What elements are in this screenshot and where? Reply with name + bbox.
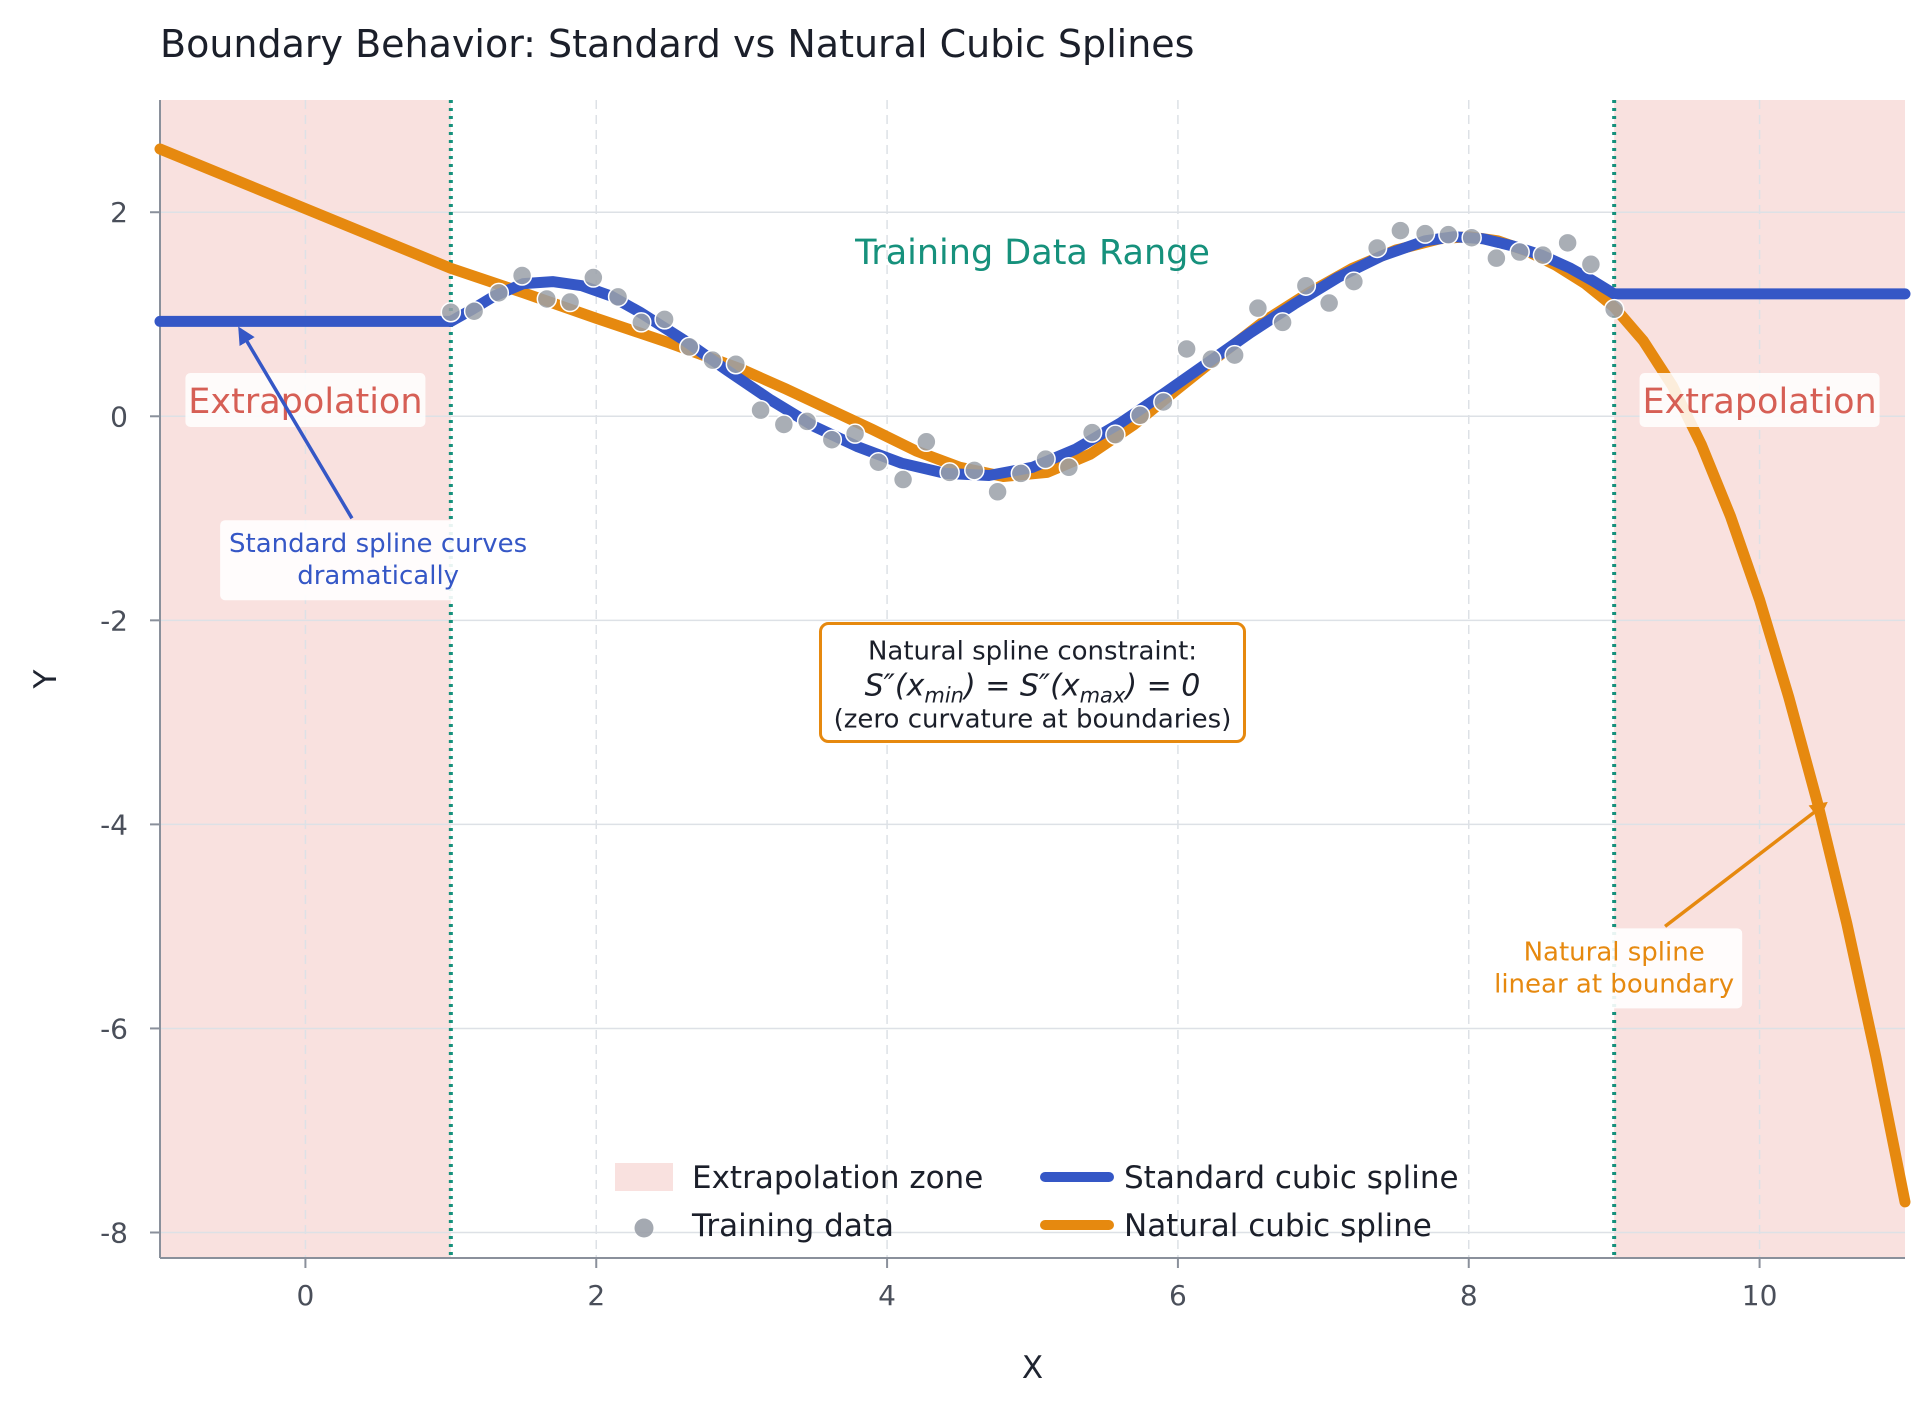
- training-data-point: [1390, 220, 1411, 241]
- training-data-point: [1153, 391, 1174, 413]
- y-axis-label: Y: [28, 669, 64, 689]
- training-data-point: [1343, 271, 1365, 292]
- training-data-point: [702, 349, 723, 371]
- constraint-formula-part: max: [1080, 684, 1126, 708]
- training-data-point: [987, 481, 1008, 503]
- training-data-point: [1486, 247, 1507, 269]
- series: [154, 143, 1911, 1208]
- standard-spline-line: [154, 231, 1911, 481]
- x-tick-label: 2: [587, 1279, 605, 1312]
- training-data-point: [1129, 405, 1151, 426]
- training-data-point: [725, 353, 747, 375]
- natural-note-line: linear at boundary: [1494, 969, 1734, 999]
- training-data-point: [1603, 298, 1625, 320]
- legend: Extrapolation zone Training data Standard …: [615, 1160, 1459, 1244]
- training-data-point: [1010, 463, 1032, 484]
- extrapolation-label-left: Extrapolation: [188, 382, 422, 422]
- training-data-point: [1247, 297, 1269, 319]
- y-tick-label: -4: [100, 808, 128, 841]
- y-tick-label: -6: [100, 1012, 128, 1045]
- constraint-formula-part: ) = S″(x: [962, 669, 1080, 704]
- training-data-point: [892, 469, 914, 490]
- training-data-point: [1224, 344, 1245, 366]
- training-data-point: [1176, 338, 1197, 360]
- natural-note-arrow: [1663, 801, 1828, 928]
- training-data-point: [463, 300, 485, 322]
- training-data-point: [1081, 422, 1103, 443]
- training-data-point: [536, 288, 558, 310]
- training-data-point: [1366, 237, 1388, 259]
- training-data-point: [1201, 348, 1222, 370]
- training-data-point: [1557, 232, 1578, 254]
- training-data-point: [1414, 223, 1436, 244]
- constraint-formula-part: S″(x: [865, 669, 925, 704]
- legend-natural-cubic-spline-label: Natural cubic spline: [1124, 1208, 1432, 1244]
- standard-note-line: Standard spline curves: [229, 529, 527, 559]
- training-data-point: [750, 399, 771, 421]
- standard-note-arrow: [238, 326, 354, 520]
- training-data-point: [607, 286, 629, 308]
- x-axis-label: X: [1022, 1350, 1043, 1386]
- training-data-point: [1532, 244, 1554, 266]
- standard-note-line: dramatically: [297, 561, 459, 591]
- training-data-point: [916, 431, 937, 453]
- training-data-point: [821, 429, 843, 450]
- y-tick-label: -2: [100, 604, 128, 637]
- training-data-point: [1580, 254, 1602, 275]
- chart-title: Boundary Behavior: Standard vs Natural C…: [160, 22, 1195, 66]
- legend-standard-cubic-spline-label: Standard cubic spline: [1124, 1160, 1459, 1196]
- y-tick-label: -8: [100, 1216, 128, 1249]
- training-data-point: [440, 301, 462, 323]
- extrapolation-label-bg: [1639, 372, 1880, 427]
- x-tick-label: 4: [878, 1279, 896, 1312]
- x-tick-label: 0: [297, 1279, 315, 1312]
- legend-extrapolation-zone-swatch: [615, 1163, 673, 1191]
- training-data-point: [868, 451, 889, 473]
- extrapolation-label-bg: [185, 372, 426, 427]
- training-data-point: [1295, 275, 1317, 296]
- training-data-point: [511, 265, 533, 286]
- legend-training-data-swatch: [634, 1218, 654, 1238]
- training-data-point: [631, 312, 652, 333]
- training-data-point: [1058, 457, 1080, 478]
- training-data-point: [1318, 292, 1340, 314]
- x-tick-label: 10: [1742, 1279, 1778, 1312]
- standard-note-bg: [220, 520, 537, 601]
- axes: 0 2 4 6 8 10 -8 -6 -4 -2 0 2 X Y: [28, 100, 1905, 1386]
- training-data-point: [654, 309, 675, 330]
- training-data-point: [1272, 312, 1293, 333]
- extrapolation-label-right: Extrapolation: [1642, 382, 1876, 422]
- training-data-point: [583, 267, 604, 288]
- training-data-point: [773, 414, 795, 435]
- legend-extrapolation-zone-label: Extrapolation zone: [692, 1160, 983, 1196]
- constraint-box: [819, 622, 1246, 744]
- legend-training-data-label: Training data: [691, 1208, 894, 1244]
- natural-note-bg: [1486, 928, 1743, 1009]
- training-data-point: [1105, 424, 1126, 445]
- y-tick-label: 2: [110, 196, 128, 229]
- natural-note-line: Natural spline: [1524, 937, 1705, 967]
- training-range-label: Training Data Range: [854, 233, 1210, 273]
- x-tick-label: 8: [1460, 1279, 1478, 1312]
- constraint-formula-part: min: [924, 684, 964, 708]
- training-data-point: [559, 291, 581, 313]
- training-data-point: [1035, 448, 1056, 470]
- training-data-point: [679, 336, 700, 358]
- x-tick-label: 6: [1169, 1279, 1187, 1312]
- training-data-point: [1509, 241, 1530, 263]
- constraint-formula-part: ) = 0: [1123, 669, 1200, 704]
- constraint-line-1: Natural spline constraint:: [868, 637, 1197, 667]
- training-data-point: [488, 282, 510, 304]
- y-tick-label: 0: [110, 400, 128, 433]
- constraint-formula: S″(xmin) = S″(xmax) = 0: [865, 669, 1201, 708]
- training-data-point: [964, 460, 985, 481]
- training-data-point: [1438, 224, 1459, 245]
- training-data-point: [1461, 227, 1482, 248]
- training-data-point: [844, 423, 866, 444]
- training-data-point: [796, 411, 818, 432]
- annotations: Training Data Range Extrapolation Extrapol…: [185, 233, 1880, 1009]
- training-data-point: [939, 462, 960, 483]
- constraint-line-3: (zero curvature at boundaries): [834, 705, 1232, 735]
